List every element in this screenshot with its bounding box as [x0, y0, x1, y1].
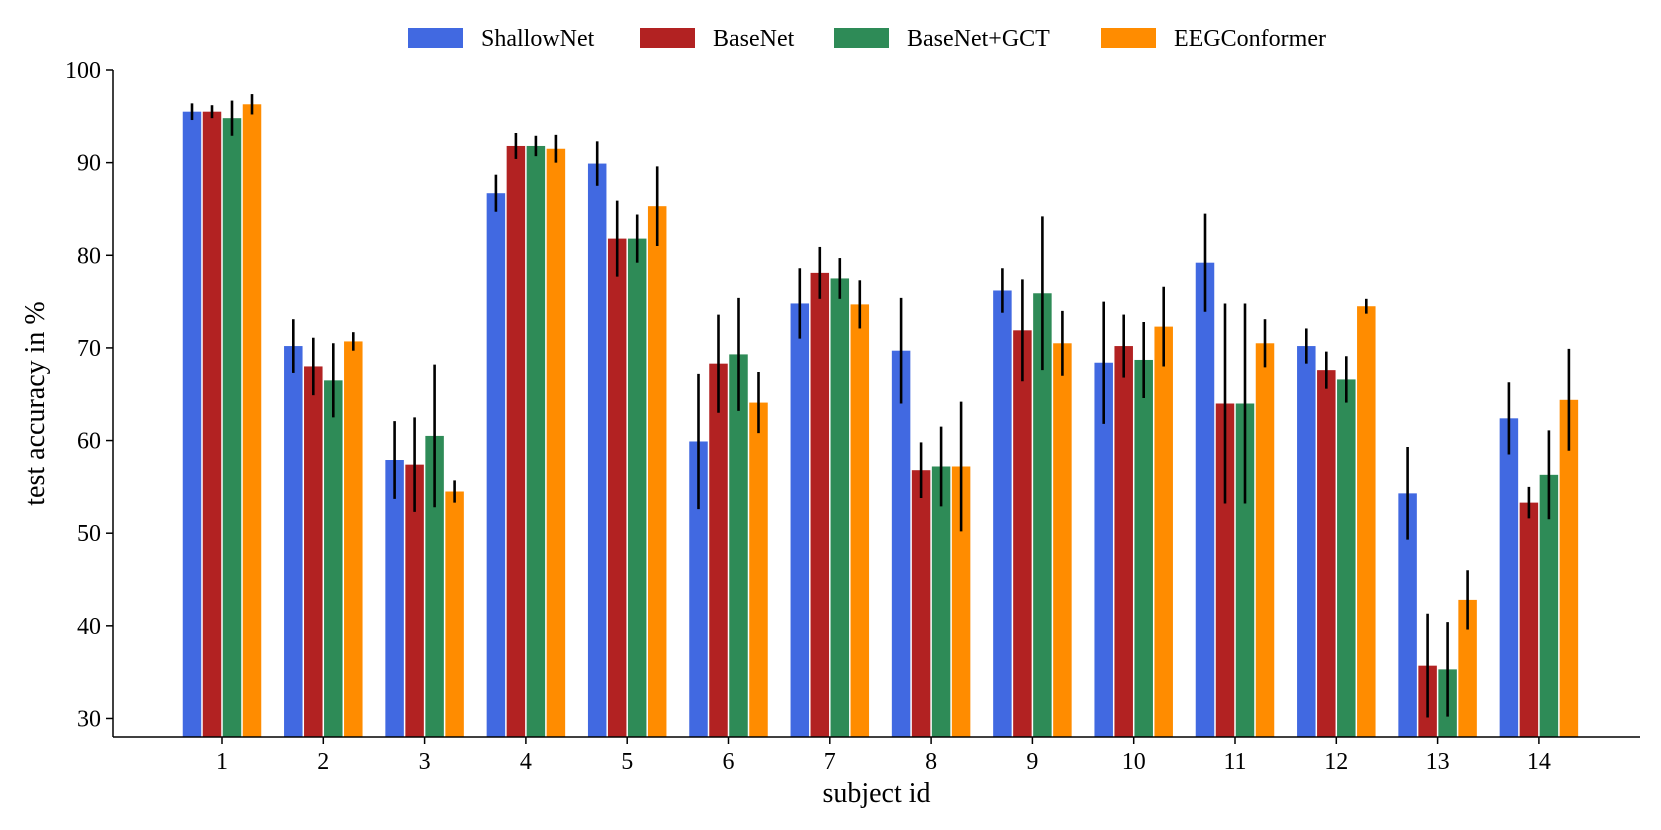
legend-swatch: [1101, 28, 1156, 48]
bar-basenet-14: [1519, 502, 1539, 737]
bar-basenet-gct-7: [830, 278, 850, 737]
bar-basenet-gct-11: [1235, 403, 1255, 737]
bar-eegconformer-6: [749, 402, 768, 737]
bars-layer: [182, 104, 1579, 738]
bar-eegconformer-1: [242, 104, 262, 738]
bar-basenet-gct-10: [1134, 359, 1153, 737]
legend: ShallowNet BaseNet BaseNet+GCT EEGConformer: [408, 26, 1326, 52]
x-tick-label: 13: [1426, 749, 1450, 775]
bar-basenet-12: [1317, 370, 1336, 737]
bar-basenet-9: [1013, 330, 1032, 737]
bar-basenet-4: [506, 145, 526, 738]
bar-shallownet-5: [587, 163, 607, 737]
x-tick-label: 2: [317, 749, 329, 775]
bar-shallownet-13: [1398, 493, 1417, 737]
x-tick-label: 1: [216, 749, 228, 775]
bar-basenet-gct-6: [729, 354, 748, 737]
bar-basenet-gct-4: [526, 145, 546, 738]
y-tick-label: 80: [77, 243, 101, 269]
error-bars-layer: [190, 94, 1571, 718]
bar-shallownet-6: [689, 441, 708, 737]
y-axis-title: test accuracy in %: [20, 301, 51, 505]
y-tick-label: 100: [65, 58, 101, 84]
y-ticks: 30 40 50 60 70 80 90 100: [65, 58, 113, 732]
bar-basenet-3: [405, 464, 424, 737]
bar-shallownet-7: [790, 303, 810, 737]
bar-shallownet-10: [1094, 362, 1113, 737]
bar-shallownet-3: [385, 460, 404, 737]
x-tick-label: 3: [419, 749, 431, 775]
x-tick-label: 12: [1324, 749, 1348, 775]
x-ticks: 1 2 3 4 5 6 7 8 9 10 11 12 13 14: [216, 737, 1551, 775]
bar-eegconformer-7: [850, 304, 870, 737]
bar-eegconformer-4: [546, 148, 566, 738]
legend-label: ShallowNet: [481, 26, 595, 52]
bar-eegconformer-5: [647, 206, 667, 737]
bar-basenet-2: [304, 366, 323, 737]
y-tick-label: 50: [77, 521, 101, 547]
bar-basenet-gct-9: [1033, 293, 1052, 737]
bar-basenet-gct-1: [222, 118, 242, 737]
x-tick-label: 4: [520, 749, 532, 775]
bar-eegconformer-3: [445, 491, 464, 737]
bar-shallownet-12: [1297, 346, 1316, 737]
bar-shallownet-14: [1499, 418, 1519, 737]
bar-shallownet-1: [182, 111, 202, 737]
x-tick-label: 11: [1223, 749, 1246, 775]
bar-basenet-gct-14: [1539, 474, 1559, 737]
x-tick-label: 6: [723, 749, 735, 775]
y-tick-label: 30: [77, 706, 101, 732]
x-tick-label: 14: [1527, 749, 1551, 775]
bar-eegconformer-8: [951, 466, 971, 737]
y-tick-label: 40: [77, 614, 101, 640]
bar-shallownet-8: [891, 350, 911, 737]
x-tick-label: 7: [824, 749, 836, 775]
bar-eegconformer-13: [1458, 599, 1477, 737]
legend-label: BaseNet+GCT: [907, 26, 1050, 52]
bar-eegconformer-12: [1357, 306, 1376, 737]
bar-shallownet-9: [993, 290, 1012, 737]
legend-swatch: [408, 28, 463, 48]
x-axis-title: subject id: [822, 778, 930, 809]
bar-eegconformer-2: [344, 341, 363, 737]
bar-eegconformer-9: [1053, 343, 1072, 737]
x-tick-label: 10: [1122, 749, 1146, 775]
legend-label: EEGConformer: [1174, 26, 1326, 52]
bar-eegconformer-11: [1255, 343, 1275, 737]
x-tick-label: 9: [1026, 749, 1038, 775]
bar-eegconformer-14: [1559, 399, 1579, 737]
x-tick-label: 5: [621, 749, 633, 775]
bar-shallownet-4: [486, 193, 506, 737]
bar-basenet-8: [911, 470, 931, 737]
legend-swatch: [834, 28, 889, 48]
bar-shallownet-11: [1195, 262, 1215, 737]
bar-basenet-1: [202, 111, 222, 737]
bar-basenet-5: [607, 238, 627, 737]
bar-basenet-gct-2: [324, 380, 343, 737]
y-tick-label: 90: [77, 151, 101, 177]
x-tick-label: 8: [925, 749, 937, 775]
bar-basenet-gct-8: [931, 466, 951, 737]
bar-basenet-gct-12: [1337, 379, 1356, 737]
bar-basenet-gct-5: [627, 238, 647, 737]
y-tick-label: 60: [77, 429, 101, 455]
bar-basenet-gct-3: [425, 435, 444, 737]
bar-basenet-7: [810, 272, 830, 737]
y-tick-label: 70: [77, 336, 101, 362]
legend-label: BaseNet: [713, 26, 795, 52]
bar-shallownet-2: [284, 346, 303, 737]
legend-swatch: [640, 28, 695, 48]
bar-basenet-10: [1114, 346, 1133, 737]
bar-basenet-6: [709, 363, 728, 737]
bar-eegconformer-10: [1154, 326, 1173, 737]
bar-basenet-11: [1215, 403, 1235, 737]
